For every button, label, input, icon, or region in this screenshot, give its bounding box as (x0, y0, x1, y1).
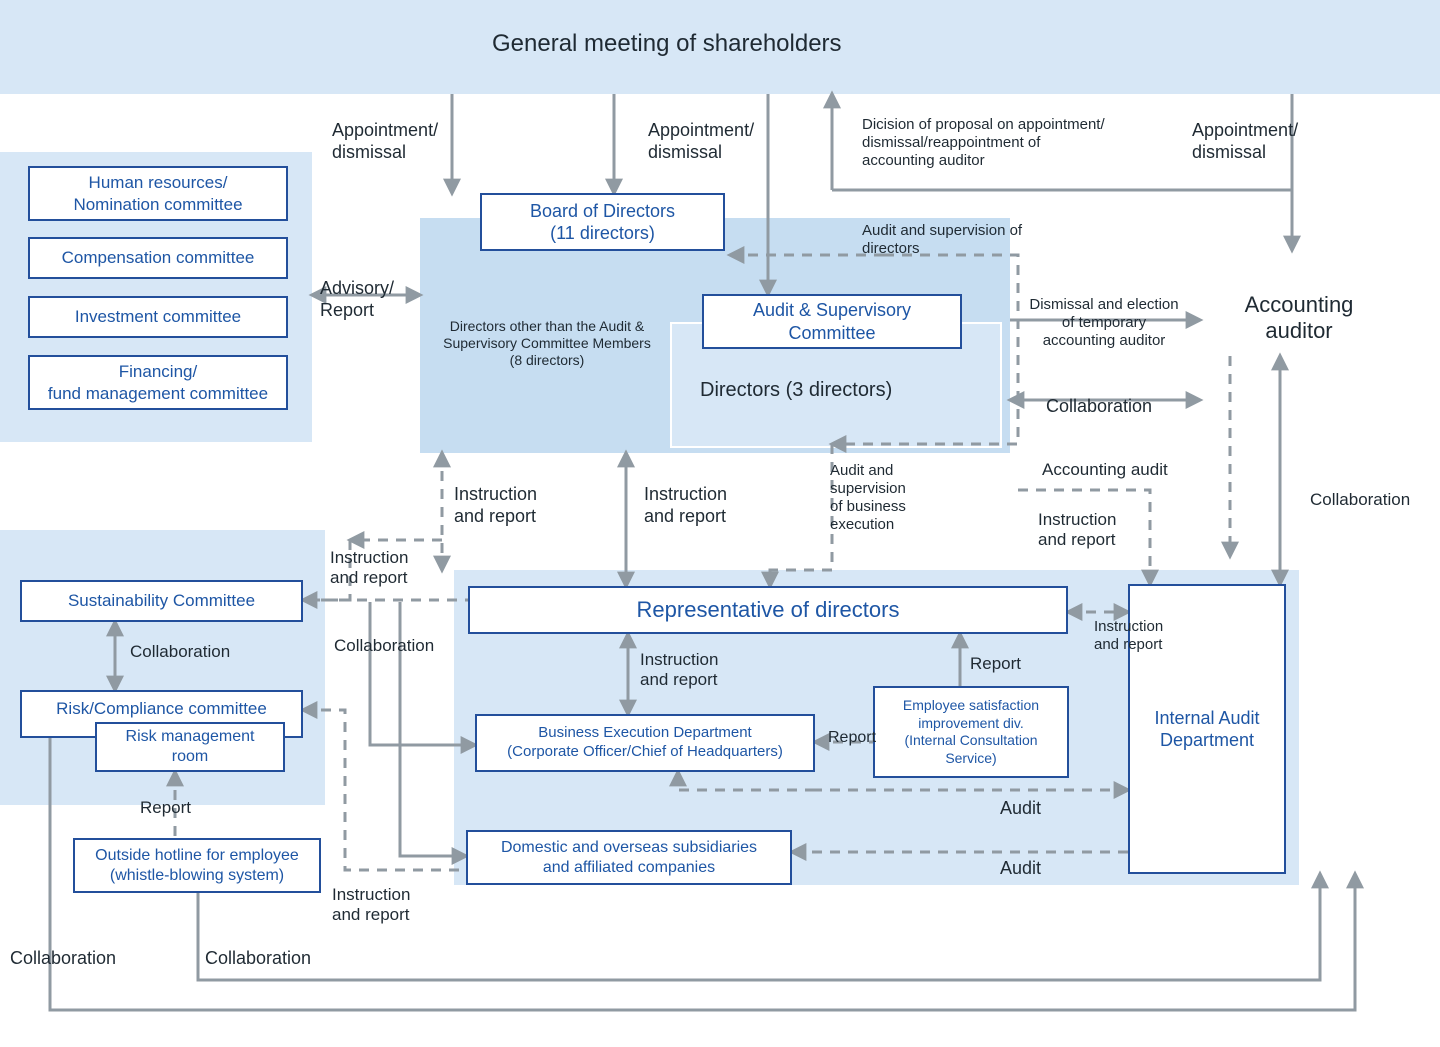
label-collaboration_right: Collaboration (1310, 490, 1410, 510)
label-decision_proposal: Dicision of proposal on appointment/ dis… (862, 116, 1105, 170)
label-instruction_report_3: Instruction and report (1038, 510, 1116, 551)
box-sustainability: Sustainability Committee (20, 580, 303, 622)
label-collaboration_mid: Collaboration (1046, 396, 1152, 418)
box-board_of_directors: Board of Directors (11 directors) (480, 193, 725, 251)
label-audit_1: Audit (1000, 798, 1041, 820)
box-representative: Representative of directors (468, 586, 1068, 634)
box-audit_supervisory: Audit & Supervisory Committee (702, 294, 962, 349)
label-report_2: Report (828, 728, 876, 747)
edge (303, 710, 466, 870)
label-audit_supervision_exec: Audit and supervision of business execut… (830, 462, 906, 534)
label-accounting_audit: Accounting audit (1042, 460, 1168, 480)
box-hotline: Outside hotline for employee (whistle-bl… (73, 838, 321, 893)
diagram-canvas: Human resources/ Nomination committee Com… (0, 0, 1440, 1047)
box-financing: Financing/ fund management committee (28, 355, 288, 410)
label-collaboration_b2: Collaboration (205, 948, 311, 970)
label-collaboration_sust: Collaboration (130, 642, 230, 662)
box-business_exec: Business Execution Department (Corporate… (475, 714, 815, 772)
box-subsidiaries: Domestic and overseas subsidiaries and a… (466, 830, 792, 885)
label-collaboration_mid2: Collaboration (334, 636, 434, 656)
label-collaboration_b1: Collaboration (10, 948, 116, 970)
label-instruction_report_5: Instruction and report (1094, 618, 1163, 654)
label-dismissal_election: Dismissal and election of temporary acco… (1016, 296, 1192, 350)
label-instruction_report_1: Instruction and report (454, 484, 537, 527)
label-instruction_report_4: Instruction and report (640, 650, 718, 691)
label-appoint1: Appointment/ dismissal (332, 120, 438, 163)
label-directors_other: Directors other than the Audit & Supervi… (432, 318, 662, 368)
label-appoint3: Appointment/ dismissal (1192, 120, 1298, 163)
label-audit_2: Audit (1000, 858, 1041, 880)
label-audit_supervision_dir: Audit and supervision of directors (862, 222, 1022, 258)
box-risk_mgmt_room: Risk management room (95, 722, 285, 772)
label-general_meeting: General meeting of shareholders (492, 30, 842, 59)
label-appoint2: Appointment/ dismissal (648, 120, 754, 163)
label-report_1: Report (970, 654, 1021, 674)
box-employee_sat: Employee satisfaction improvement div. (… (873, 686, 1069, 778)
label-accounting_auditor: Accounting auditor (1224, 292, 1374, 345)
box-investment: Investment committee (28, 296, 288, 338)
label-advisory_report: Advisory/ Report (320, 278, 394, 321)
label-directors_3: Directors (3 directors) (700, 378, 892, 402)
box-compensation: Compensation committee (28, 237, 288, 279)
label-instruction_report_2: Instruction and report (644, 484, 727, 527)
label-report_3: Report (140, 798, 191, 818)
edge (770, 444, 832, 586)
label-instruction_report_6: Instruction and report (332, 885, 410, 926)
box-hr_nomination: Human resources/ Nomination committee (28, 166, 288, 221)
label-instruction_report_left: Instruction and report (330, 548, 408, 589)
